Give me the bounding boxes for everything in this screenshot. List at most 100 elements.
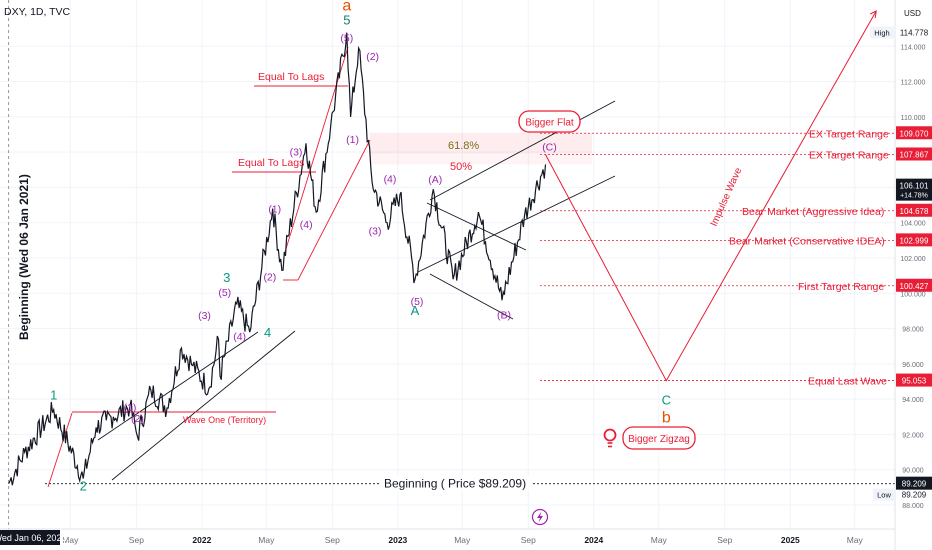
wave-label: 5 — [343, 13, 350, 28]
target-levels: EX Target Range EX Target Range Bear Marke… — [45, 128, 895, 491]
price-tick-label: 110.000 — [901, 115, 926, 122]
high-badge — [870, 26, 895, 39]
wave-label: (B) — [497, 309, 511, 321]
time-tick-label: 2025 — [781, 535, 800, 545]
projection-arrowhead — [869, 10, 877, 19]
wave-label: 1 — [50, 388, 57, 403]
wave-label: (5) — [218, 287, 231, 299]
price-tick-label: 104.000 — [900, 221, 925, 228]
equal-to-lags-note-mid: Equal To Lags — [238, 157, 304, 169]
high-label: High — [874, 29, 889, 38]
wave-label: a — [342, 0, 351, 15]
wave-label: (3) — [198, 310, 211, 322]
time-tick-label: Sep — [325, 535, 340, 545]
time-tick-label: 2024 — [584, 535, 603, 545]
wave-labels: a5(5)(2)(1)(3)(4)(1)(2)3(5)(3)4(4)1(1)(2… — [50, 0, 671, 494]
lags-line-b — [297, 139, 371, 281]
level-label: Bear Market (Aggressive Idea) — [742, 206, 884, 218]
wave-label: (4) — [233, 331, 246, 343]
wave-label: (3) — [290, 146, 303, 158]
time-axis[interactable]: May Sep 2022 May Sep 2023 May Sep 2024 May Sep 2025… — [0, 528, 895, 550]
low-label: Low — [877, 491, 891, 500]
price-tick-label: 92.000 — [902, 432, 924, 439]
wave-label: (5) — [411, 296, 424, 308]
time-tick-label: Sep — [717, 535, 732, 545]
lightning-icon[interactable] — [531, 508, 549, 526]
wave1-line — [47, 412, 73, 488]
level-price-tag-text: 104.678 — [900, 207, 929, 216]
level-price-tag — [896, 126, 932, 140]
fib-50-label: 50% — [450, 161, 472, 173]
currency-label: USD — [904, 9, 921, 18]
time-tick-label: Sep — [521, 535, 536, 545]
b-wedge-lower — [429, 273, 514, 320]
wave-label: (C) — [542, 141, 557, 153]
price-series — [8, 32, 547, 486]
bigger-flat-callout: Bigger Flat — [518, 110, 581, 133]
level-price-tag-text: 95.053 — [902, 377, 927, 386]
price-axis[interactable]: USD 114.000112.000110.000108.000106.0001… — [894, 0, 932, 550]
wave-label: (2) — [366, 51, 379, 63]
last-price: 106.101 — [900, 182, 929, 191]
wave-label: (1) — [268, 204, 281, 216]
price-tick-label: 94.000 — [902, 397, 924, 404]
wave-label: (4) — [384, 173, 397, 185]
high-value-badge — [896, 26, 932, 39]
level-price-tag — [896, 203, 932, 217]
price-tick-label: 90.000 — [902, 468, 924, 475]
wave-label: (3) — [369, 226, 382, 238]
last-price-tag — [896, 178, 932, 201]
impulse-channel-lower — [111, 330, 296, 481]
flat-channel-upper — [429, 100, 616, 201]
time-tick-label: May — [62, 535, 79, 545]
time-tick-label: May — [651, 535, 668, 545]
level-label: First Target Range — [798, 281, 884, 293]
wave-label: 2 — [80, 479, 87, 494]
time-tick-label: 2022 — [192, 535, 211, 545]
symbol-title: DXY, 1D, TVC — [4, 6, 71, 18]
price-tick-label: 96.000 — [902, 362, 924, 369]
level-price-tag-text: 89.209 — [902, 480, 927, 489]
time-tick-label: May — [454, 535, 471, 545]
level-price-tag-text: 100.427 — [900, 282, 929, 291]
level-label: EX Target Range — [809, 128, 889, 140]
price-tick-label: 98.000 — [902, 327, 924, 334]
wave-label: (1) — [124, 402, 137, 414]
level-price-tag-text: 102.999 — [900, 236, 929, 245]
level-label: EX Target Range — [809, 149, 889, 161]
level-price-tag-text: 109.070 — [900, 129, 929, 138]
time-tick-label: May — [258, 535, 275, 545]
wave-label: 4 — [264, 325, 271, 340]
level-price-tag — [896, 278, 932, 292]
crosshair-date-tag: Wed Jan 06, 2021 — [0, 530, 66, 545]
level-price-tag — [896, 373, 932, 387]
grid-lines — [0, 0, 895, 529]
level-price-tag-text: 107.867 — [900, 150, 929, 159]
bigger-zigzag-text: Bigger Zigzag — [628, 434, 690, 445]
price-tick-label: 102.000 — [900, 256, 925, 263]
level-label: Bear Market (Conservative IDEA) — [729, 235, 885, 247]
time-tick-label: May — [847, 535, 864, 545]
projection-path — [545, 10, 877, 382]
wave-label: (2) — [263, 271, 276, 283]
wave-label: b — [662, 410, 671, 427]
bigger-zigzag-callout: Bigger Zigzag — [622, 426, 696, 450]
level-label: Beginning ( Price $89.209) — [384, 477, 526, 491]
price-tick-label: 100.000 — [900, 291, 925, 298]
impulse-channel-upper — [97, 331, 259, 441]
time-tick-label: 2023 — [388, 535, 407, 545]
crosshair-date-text: Wed Jan 06, 2021 — [0, 533, 66, 543]
level-price-tag — [896, 476, 932, 490]
low-value: 89.209 — [902, 491, 927, 500]
wave-label: (5) — [340, 33, 353, 45]
high-value: 114.778 — [900, 29, 929, 38]
price-tick-label: 114.000 — [901, 44, 926, 51]
lags-line-a — [284, 46, 349, 253]
level-label: Equal Last Wave — [808, 376, 887, 388]
last-change: +14.78% — [900, 193, 928, 200]
wave-label: A — [411, 303, 420, 318]
fib-50-zone — [370, 153, 592, 165]
wave-label: (4) — [300, 219, 313, 231]
time-tick-label: Sep — [129, 535, 144, 545]
